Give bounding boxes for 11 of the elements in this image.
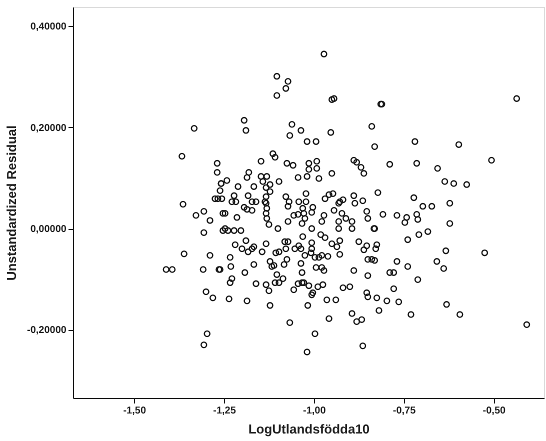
y-tick-label: 0,20000	[30, 122, 67, 134]
x-tick-label: -1,50	[123, 406, 146, 416]
x-tick-label: -1,25	[213, 406, 236, 416]
x-axis-title: LogUtlandsfödda10	[248, 422, 370, 436]
y-tick-label: 0,40000	[30, 22, 67, 33]
x-tick-label: -0,50	[482, 406, 506, 416]
x-tick-label: -0,75	[392, 406, 416, 416]
y-axis-title: Unstandardized Residual	[4, 125, 20, 281]
x-tick-label: -1,00	[302, 406, 326, 416]
y-tick-label: -0,20000	[27, 325, 67, 336]
y-tick-label: 0,00000	[30, 224, 67, 236]
